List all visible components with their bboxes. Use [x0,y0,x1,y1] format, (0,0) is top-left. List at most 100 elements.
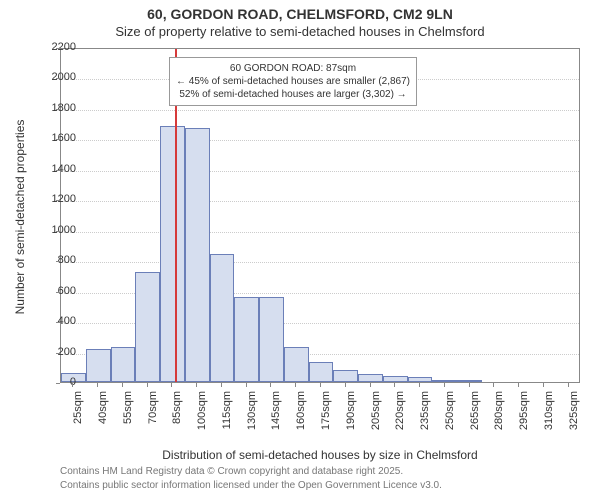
histogram-bar [160,126,185,382]
y-tick-mark [56,353,60,354]
x-tick-label: 175sqm [320,391,332,441]
histogram-bar [408,377,433,382]
y-axis-label: Number of semi-detached properties [13,37,27,397]
histogram-bar [284,347,309,382]
histogram-bar [210,254,235,382]
annotation-line-2: ← 45% of semi-detached houses are smalle… [176,75,410,88]
x-tick-mark [345,383,346,387]
y-tick-mark [56,139,60,140]
histogram-bar [135,272,160,382]
y-tick-mark [56,200,60,201]
annotation-line-3: 52% of semi-detached houses are larger (… [176,88,410,101]
y-tick-mark [56,109,60,110]
annotation-line-1: 60 GORDON ROAD: 87sqm [176,62,410,75]
y-tick-mark [56,78,60,79]
x-tick-label: 190sqm [345,391,357,441]
x-tick-mark [97,383,98,387]
y-tick-label: 1600 [26,132,76,144]
chart-title: 60, GORDON ROAD, CHELMSFORD, CM2 9LN [0,6,600,22]
x-tick-mark [246,383,247,387]
x-tick-label: 160sqm [295,391,307,441]
x-tick-label: 55sqm [122,391,134,441]
gridline [61,232,579,233]
y-tick-mark [56,261,60,262]
histogram-bar [358,374,383,382]
x-tick-mark [568,383,569,387]
plot-area: 60 GORDON ROAD: 87sqm← 45% of semi-detac… [60,48,580,383]
x-tick-label: 115sqm [221,391,233,441]
x-tick-mark [122,383,123,387]
x-tick-label: 25sqm [72,391,84,441]
histogram-bar [185,128,210,382]
chart-container: 60, GORDON ROAD, CHELMSFORD, CM2 9LN Siz… [0,0,600,500]
gridline [61,262,579,263]
x-tick-label: 205sqm [370,391,382,441]
x-tick-mark [171,383,172,387]
x-axis-label: Distribution of semi-detached houses by … [60,448,580,462]
y-tick-label: 2200 [26,41,76,53]
x-tick-label: 280sqm [493,391,505,441]
histogram-bar [111,347,136,382]
x-tick-mark [518,383,519,387]
x-tick-mark [320,383,321,387]
x-tick-mark [419,383,420,387]
histogram-bar [383,376,408,382]
y-tick-label: 1800 [26,102,76,114]
x-tick-label: 130sqm [246,391,258,441]
x-tick-label: 250sqm [444,391,456,441]
x-tick-label: 85sqm [171,391,183,441]
x-tick-label: 295sqm [518,391,530,441]
x-tick-mark [295,383,296,387]
x-tick-label: 265sqm [469,391,481,441]
x-tick-label: 70sqm [147,391,159,441]
gridline [61,110,579,111]
x-tick-mark [444,383,445,387]
gridline [61,171,579,172]
attribution-line-2: Contains public sector information licen… [60,480,442,491]
x-tick-label: 100sqm [196,391,208,441]
x-tick-mark [270,383,271,387]
y-tick-label: 1400 [26,163,76,175]
histogram-bar [86,349,111,383]
histogram-bar [457,380,482,382]
x-tick-mark [147,383,148,387]
chart-subtitle: Size of property relative to semi-detach… [0,24,600,39]
y-tick-mark [56,322,60,323]
y-tick-label: 200 [26,346,76,358]
histogram-bar [333,370,358,382]
y-tick-mark [56,48,60,49]
x-tick-mark [370,383,371,387]
histogram-bar [259,297,284,382]
annotation-box: 60 GORDON ROAD: 87sqm← 45% of semi-detac… [169,57,417,106]
x-tick-mark [469,383,470,387]
x-tick-label: 40sqm [97,391,109,441]
y-tick-label: 800 [26,254,76,266]
y-tick-label: 0 [26,376,76,388]
y-tick-mark [56,383,60,384]
y-tick-mark [56,292,60,293]
histogram-bar [234,297,259,382]
x-tick-mark [493,383,494,387]
x-tick-label: 325sqm [568,391,580,441]
y-tick-label: 600 [26,285,76,297]
x-tick-mark [543,383,544,387]
x-tick-mark [394,383,395,387]
x-tick-mark [72,383,73,387]
x-tick-label: 220sqm [394,391,406,441]
x-tick-mark [221,383,222,387]
y-tick-label: 2000 [26,71,76,83]
y-tick-mark [56,170,60,171]
y-tick-label: 1200 [26,193,76,205]
x-tick-label: 310sqm [543,391,555,441]
attribution-line-1: Contains HM Land Registry data © Crown c… [60,466,403,477]
y-tick-label: 400 [26,315,76,327]
x-tick-label: 145sqm [270,391,282,441]
gridline [61,201,579,202]
gridline [61,140,579,141]
y-tick-label: 1000 [26,224,76,236]
x-tick-mark [196,383,197,387]
x-tick-label: 235sqm [419,391,431,441]
histogram-bar [309,362,334,382]
y-tick-mark [56,231,60,232]
histogram-bar [432,380,457,382]
